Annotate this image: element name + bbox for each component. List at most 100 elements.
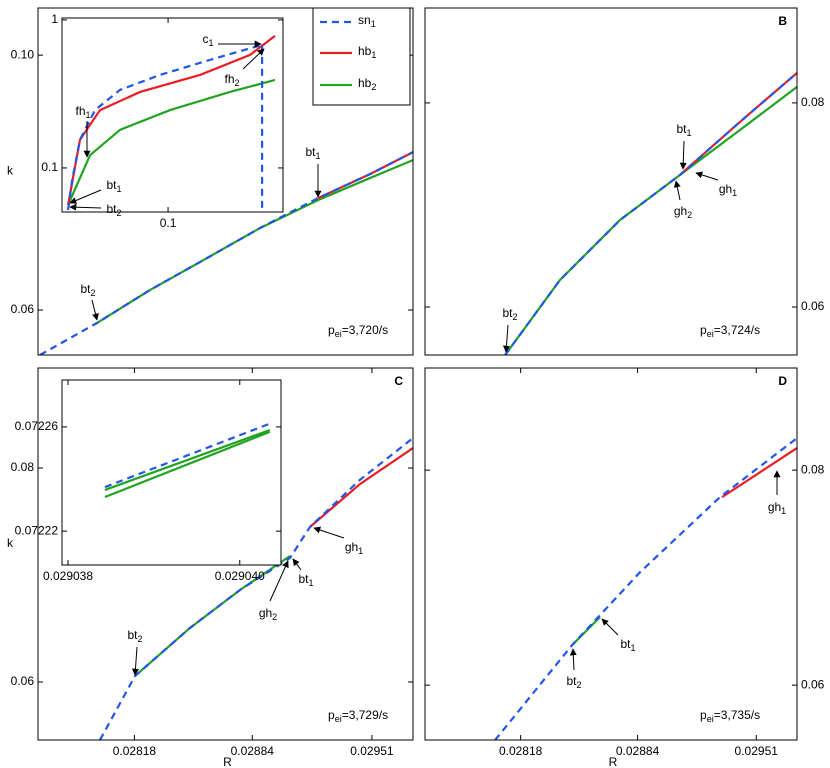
curve	[494, 437, 797, 740]
annotation-arrow	[502, 324, 510, 353]
legend-label-base: hb	[358, 76, 372, 90]
plot-frame	[61, 17, 284, 213]
y-tick-label: 0.07222	[15, 523, 59, 537]
annotation-label-sub: 1	[781, 506, 786, 516]
curves	[494, 437, 797, 740]
y-tick-label: 0.10	[11, 47, 35, 61]
legend-label-base: hb	[358, 44, 372, 58]
annotation-label: bt2	[502, 306, 517, 322]
x-tick-label: 0.02951	[350, 744, 394, 758]
annotation-arrow	[242, 48, 265, 70]
curve	[504, 72, 797, 355]
panel-label: C	[394, 374, 403, 388]
annotation-label-sub: 2	[138, 634, 143, 644]
x-tick-label: 0.02818	[113, 744, 157, 758]
annotation-label: bt1	[676, 122, 691, 138]
curves	[39, 151, 413, 355]
annotation-label-base: bt	[298, 572, 309, 586]
annotation-label: fh2	[224, 72, 239, 88]
legend-label-sub: 1	[371, 19, 376, 29]
x-tick-label: 0.02951	[735, 744, 779, 758]
curve	[66, 35, 276, 206]
annotation-label: bt1	[620, 637, 635, 653]
parameter-label-base: p	[700, 323, 707, 337]
panel-label: D	[778, 374, 787, 388]
curve	[67, 78, 276, 206]
parameter-label-sub: ei	[335, 329, 342, 339]
legend-box	[312, 7, 411, 106]
annotation-label-base: fh	[224, 72, 234, 86]
annotation-label-sub: 2	[235, 78, 240, 88]
x-tick-label: 0.029040	[215, 569, 265, 583]
curve	[104, 430, 271, 499]
annotation-label: bt1	[298, 572, 313, 588]
y-tick-label: 0.08	[11, 460, 35, 474]
panel-label: B	[778, 14, 787, 28]
annotation-label-sub: 1	[316, 151, 321, 161]
x-tick-label: 0.1	[160, 216, 177, 230]
x-tick-label: 0.02884	[231, 744, 275, 758]
x-axis-label: R	[223, 755, 232, 768]
annotation-label-base: gh	[674, 204, 687, 218]
annotation-label-base: bt	[106, 178, 117, 192]
annotation-label-base: bt	[620, 637, 631, 651]
annotation-label-base: bt	[502, 306, 513, 320]
plot-area	[425, 368, 797, 740]
parameter-label-sub: ei	[335, 714, 342, 724]
plot-frame	[37, 367, 414, 741]
annotation-label-base: bt	[80, 282, 91, 296]
annotation-arrow	[679, 140, 687, 170]
annotation-label: gh2	[259, 606, 277, 622]
annotation-label-sub: 2	[272, 612, 277, 622]
annotation-label-base: bt	[106, 202, 117, 216]
y-tick-label: 0.1	[41, 160, 58, 174]
parameter-label-text: =3,720/s	[342, 323, 388, 337]
annotation-label-base: c	[202, 32, 208, 46]
curve	[66, 43, 264, 212]
y-axis-label: k	[7, 536, 14, 550]
curves	[104, 421, 272, 499]
annotation-label-sub: 2	[513, 312, 518, 322]
legend-label: sn1	[358, 13, 376, 29]
annotation-label: bt2	[127, 628, 142, 644]
annotation-label-base: gh	[719, 182, 732, 196]
annotation-label: gh2	[674, 204, 692, 220]
annotation-label-base: gh	[259, 606, 272, 620]
annotation-label-base: fh	[75, 104, 85, 118]
y-axis-label: k	[7, 164, 14, 178]
parameter-label-sub: ei	[707, 329, 714, 339]
annotation-label-sub: 1	[86, 110, 91, 120]
curves	[504, 72, 797, 355]
annotation-arrow	[292, 558, 302, 571]
parameter-label: pei=3,720/s	[328, 323, 388, 339]
annotation-label: bt2	[80, 282, 95, 298]
annotation-label-sub: 2	[91, 288, 96, 298]
y-tick-label: 0.07226	[15, 419, 59, 433]
annotation-label-sub: 1	[732, 188, 737, 198]
curve	[104, 428, 271, 491]
annotation-label-base: bt	[305, 145, 316, 159]
annotation-label: gh1	[719, 182, 737, 198]
annotation-label-sub: 2	[577, 680, 582, 690]
y-tick-label: 0.06	[801, 677, 825, 691]
annotation-label-sub: 2	[117, 208, 122, 218]
parameter-label: pei=3,724/s	[700, 323, 760, 339]
x-tick-label: 0.02884	[616, 744, 660, 758]
annotation-arrow	[313, 526, 345, 539]
plot-frame	[424, 7, 798, 356]
parameter-label: pei=3,729/s	[328, 708, 388, 724]
legend-label-sub: 2	[371, 82, 376, 92]
parameter-label-base: p	[328, 323, 335, 337]
annotation-label-sub: 2	[687, 210, 692, 220]
annotation-label: bt1	[305, 145, 320, 161]
y-tick-label: 0.06	[801, 299, 825, 313]
annotation-arrow	[673, 180, 681, 201]
annotation-arrow	[569, 648, 577, 671]
annotation-label-sub: 1	[687, 128, 692, 138]
curve	[104, 421, 272, 489]
annotation-label-base: bt	[676, 122, 687, 136]
legend-label-base: sn	[358, 13, 371, 27]
y-tick-label: 0.06	[11, 674, 35, 688]
plot-frame	[424, 367, 798, 741]
